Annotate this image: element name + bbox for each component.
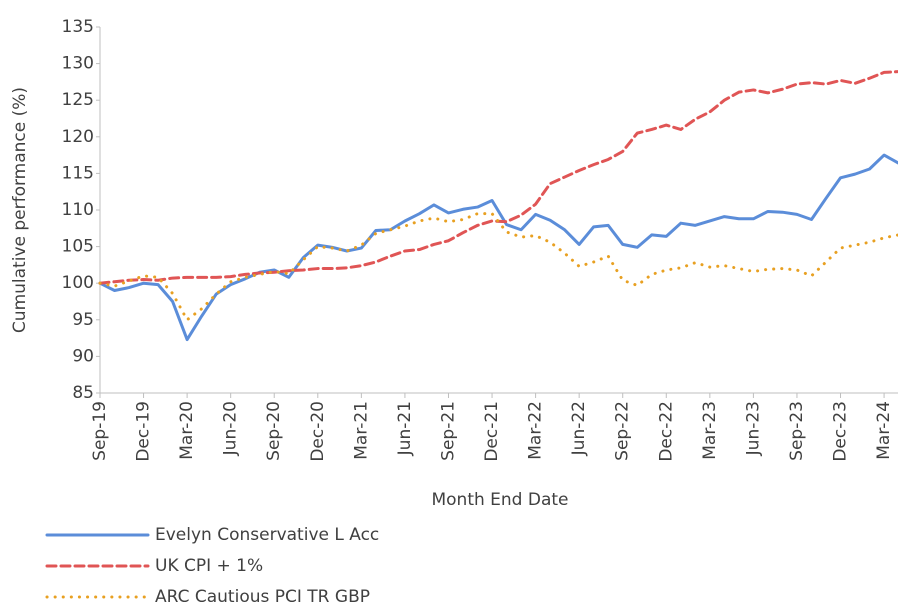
x-tick-label: Dec-22 — [656, 401, 676, 462]
y-tick-label: 100 — [62, 273, 94, 293]
y-tick-label: 105 — [62, 237, 94, 257]
x-tick-label: Jun-23 — [743, 401, 763, 456]
x-tick-label: Mar-21 — [351, 401, 371, 460]
y-tick-label: 85 — [72, 383, 94, 403]
x-tick-label: Jun-20 — [221, 401, 241, 456]
legend-label: Evelyn Conservative L Acc — [155, 525, 379, 545]
y-tick-label: 125 — [62, 90, 94, 110]
x-tick-label: Dec-20 — [308, 401, 328, 462]
x-tick-label: Mar-23 — [700, 401, 720, 460]
x-tick-label: Dec-19 — [134, 401, 154, 462]
x-tick-label: Mar-22 — [526, 401, 546, 460]
x-tick-label: Mar-24 — [874, 401, 894, 460]
x-tick-label: Jun-22 — [569, 401, 589, 456]
y-tick-label: 115 — [62, 163, 94, 183]
x-tick-label: Sep-20 — [264, 401, 284, 461]
series-line — [98, 70, 898, 285]
legend-label: UK CPI + 1% — [155, 556, 263, 576]
y-tick-label: 135 — [62, 17, 94, 37]
series-line — [98, 212, 898, 322]
y-tick-label: 120 — [62, 127, 94, 147]
y-tick-label: 95 — [72, 310, 94, 330]
y-tick-label: 130 — [62, 54, 94, 74]
series-line — [98, 153, 898, 342]
x-tick-label: Sep-19 — [90, 401, 110, 461]
x-tick-label: Jun-21 — [395, 401, 415, 456]
x-tick-label: Sep-21 — [438, 401, 458, 461]
x-tick-label: Mar-20 — [177, 401, 197, 460]
x-tick-label: Sep-23 — [787, 401, 807, 461]
x-tick-label: Dec-21 — [482, 401, 502, 462]
x-tick-label: Dec-23 — [831, 401, 851, 462]
y-tick-label: 90 — [72, 346, 94, 366]
y-axis-title: Cumulative performance (%) — [10, 87, 30, 333]
y-tick-label: 110 — [62, 200, 94, 220]
legend-label: ARC Cautious PCI TR GBP — [155, 587, 370, 604]
x-axis-title: Month End Date — [431, 490, 568, 510]
x-tick-label: Sep-22 — [613, 401, 633, 461]
